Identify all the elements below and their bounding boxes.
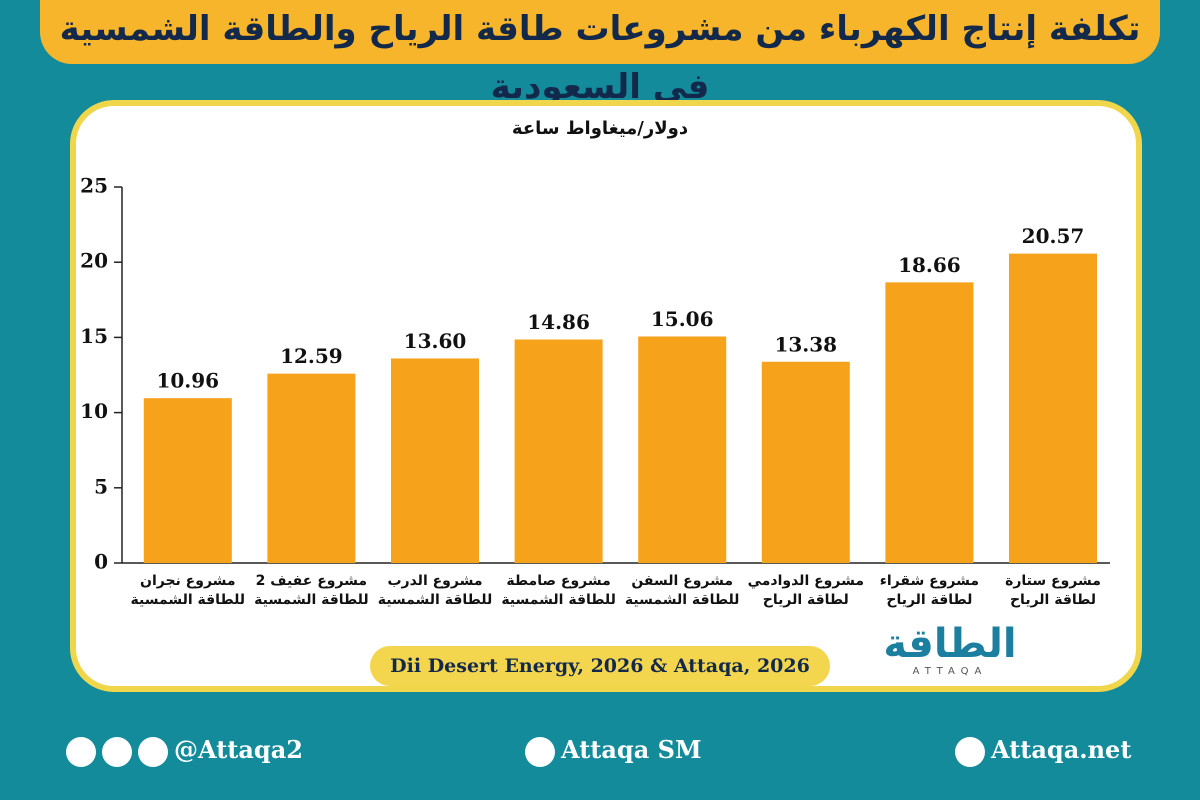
- bar: [391, 358, 479, 563]
- y-axis-label: دولار/ميغاواط ساعة: [511, 118, 689, 139]
- value-label: 13.60: [404, 329, 467, 353]
- value-label: 15.06: [651, 307, 714, 331]
- instagram-icon[interactable]: [102, 736, 132, 767]
- value-label: 14.86: [527, 310, 590, 334]
- x-tick-label: مشروع ستارة لطاقة الرياح: [1005, 573, 1101, 608]
- bar: [761, 361, 850, 563]
- globe-icon[interactable]: [955, 736, 985, 767]
- y-tick-label: 0: [94, 550, 108, 574]
- x-icon[interactable]: [66, 736, 96, 767]
- x-tick-label: مشروع شقراء لطاقة الرياح: [879, 573, 980, 608]
- y-tick-label: 10: [80, 399, 108, 423]
- title: تكلفة إنتاج الكهرباء من مشروعات طاقة الر…: [40, 0, 1160, 107]
- social-text: @Attaqa2: [174, 735, 303, 764]
- bar: [885, 282, 974, 563]
- facebook-icon[interactable]: [138, 736, 168, 767]
- x-tick-label: مشروع نجران للطاقة الشمسية: [130, 573, 246, 608]
- social-handle[interactable]: @Attaqa2: [66, 730, 303, 770]
- youtube-text: Attaqa SM: [561, 735, 702, 764]
- youtube-icon[interactable]: [525, 736, 555, 767]
- bar: [1009, 253, 1097, 563]
- y-tick-label: 5: [94, 474, 108, 498]
- y-tick-label: 15: [80, 324, 108, 348]
- x-tick-label: مشروع الدوادمي لطاقة الرياح: [747, 573, 865, 608]
- value-label: 18.66: [898, 253, 961, 277]
- logo-arabic: الطاقة: [883, 621, 1017, 667]
- x-tick-label: مشروع صامطة للطاقة الشمسية: [501, 573, 616, 608]
- bar: [638, 336, 727, 563]
- value-label: 10.96: [156, 369, 219, 393]
- bar: [143, 398, 232, 563]
- website-link[interactable]: Attaqa.net: [955, 730, 1131, 770]
- x-tick-label: مشروع عفيف 2 للطاقة الشمسية: [254, 573, 369, 608]
- bar: [267, 373, 356, 563]
- y-tick-label: 25: [80, 174, 108, 198]
- x-tick-label: مشروع السفن للطاقة الشمسية: [624, 573, 740, 608]
- youtube-link[interactable]: Attaqa SM: [525, 730, 702, 770]
- source: Dii Desert Energy, 2026 & Attaqa, 2026: [370, 646, 830, 686]
- x-tick-label: مشروع الدرب للطاقة الشمسية: [377, 573, 493, 608]
- value-label: 20.57: [1022, 224, 1085, 248]
- value-label: 13.38: [774, 332, 837, 356]
- bar: [514, 339, 603, 563]
- website-text: Attaqa.net: [991, 735, 1132, 764]
- logo: الطاقة ATTAQA: [870, 622, 1030, 677]
- logo-latin: ATTAQA: [912, 666, 988, 677]
- value-label: 12.59: [280, 344, 343, 368]
- y-tick-label: 20: [80, 249, 108, 273]
